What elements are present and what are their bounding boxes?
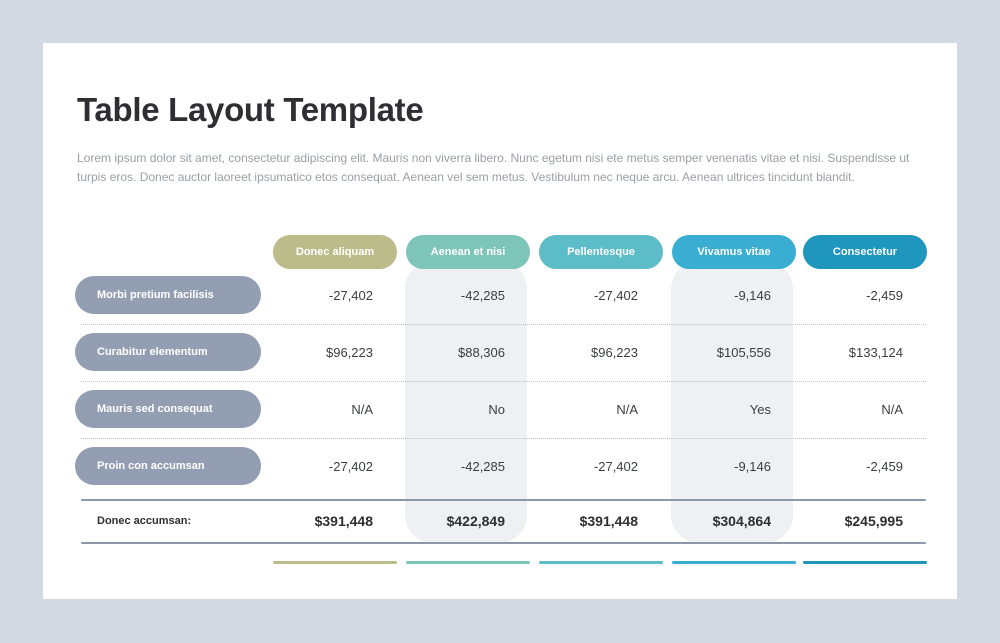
column-underline-1 (273, 561, 397, 564)
total-value: $391,448 (579, 513, 638, 529)
table-cell: -42,285 (460, 288, 505, 303)
page-description: Lorem ipsum dolor sit amet, consectetur … (77, 151, 910, 184)
row-divider (81, 381, 926, 382)
totals-divider-top (81, 499, 926, 501)
column-underline-2 (406, 561, 530, 564)
table-cell: -2,459 (866, 459, 903, 474)
column-header-5: Consectetur (803, 235, 927, 269)
table-cell: -27,402 (593, 288, 638, 303)
table-cell: Yes (749, 402, 771, 417)
table-cell: $133,124 (848, 345, 903, 360)
total-value: $245,995 (844, 513, 903, 529)
column-header-2: Aenean et nisi (406, 235, 530, 269)
column-stripe (405, 261, 527, 543)
table-cell: N/A (616, 402, 638, 417)
total-value: $391,448 (314, 513, 373, 529)
row-header-2: Curabitur elementum (75, 333, 261, 371)
column-underline-4 (672, 561, 796, 564)
column-stripe (671, 261, 793, 543)
table-cell: $96,223 (326, 345, 373, 360)
table-cell: $88,306 (458, 345, 505, 360)
table-cell: $105,556 (716, 345, 771, 360)
table-cell: $96,223 (591, 345, 638, 360)
table-cell: -27,402 (328, 288, 373, 303)
table-card: Table Layout Template Lorem ipsum dolor … (43, 43, 957, 599)
column-header-3: Pellentesque (539, 235, 663, 269)
totals-label: Donec accumsan: (97, 515, 192, 527)
column-underline-5 (803, 561, 927, 564)
table-cell: N/A (881, 402, 903, 417)
totals-divider-bottom (81, 542, 926, 544)
table-cell: -27,402 (593, 459, 638, 474)
total-value: $304,864 (712, 513, 771, 529)
row-header-1: Morbi pretium facilisis (75, 276, 261, 314)
column-underline-3 (539, 561, 663, 564)
row-divider (81, 324, 926, 325)
column-header-4: Vivamus vitae (672, 235, 796, 269)
table-cell: -2,459 (866, 288, 903, 303)
table-cell: No (488, 402, 505, 417)
table-cell: -27,402 (328, 459, 373, 474)
row-header-3: Mauris sed consequat (75, 390, 261, 428)
table-cell: -42,285 (460, 459, 505, 474)
table-cell: N/A (351, 402, 373, 417)
row-divider (81, 438, 926, 439)
table-cell: -9,146 (734, 288, 771, 303)
total-value: $422,849 (446, 513, 505, 529)
row-header-4: Proin con accumsan (75, 447, 261, 485)
column-header-1: Donec aliquam (273, 235, 397, 269)
table-cell: -9,146 (734, 459, 771, 474)
page-title: Table Layout Template (77, 91, 424, 128)
